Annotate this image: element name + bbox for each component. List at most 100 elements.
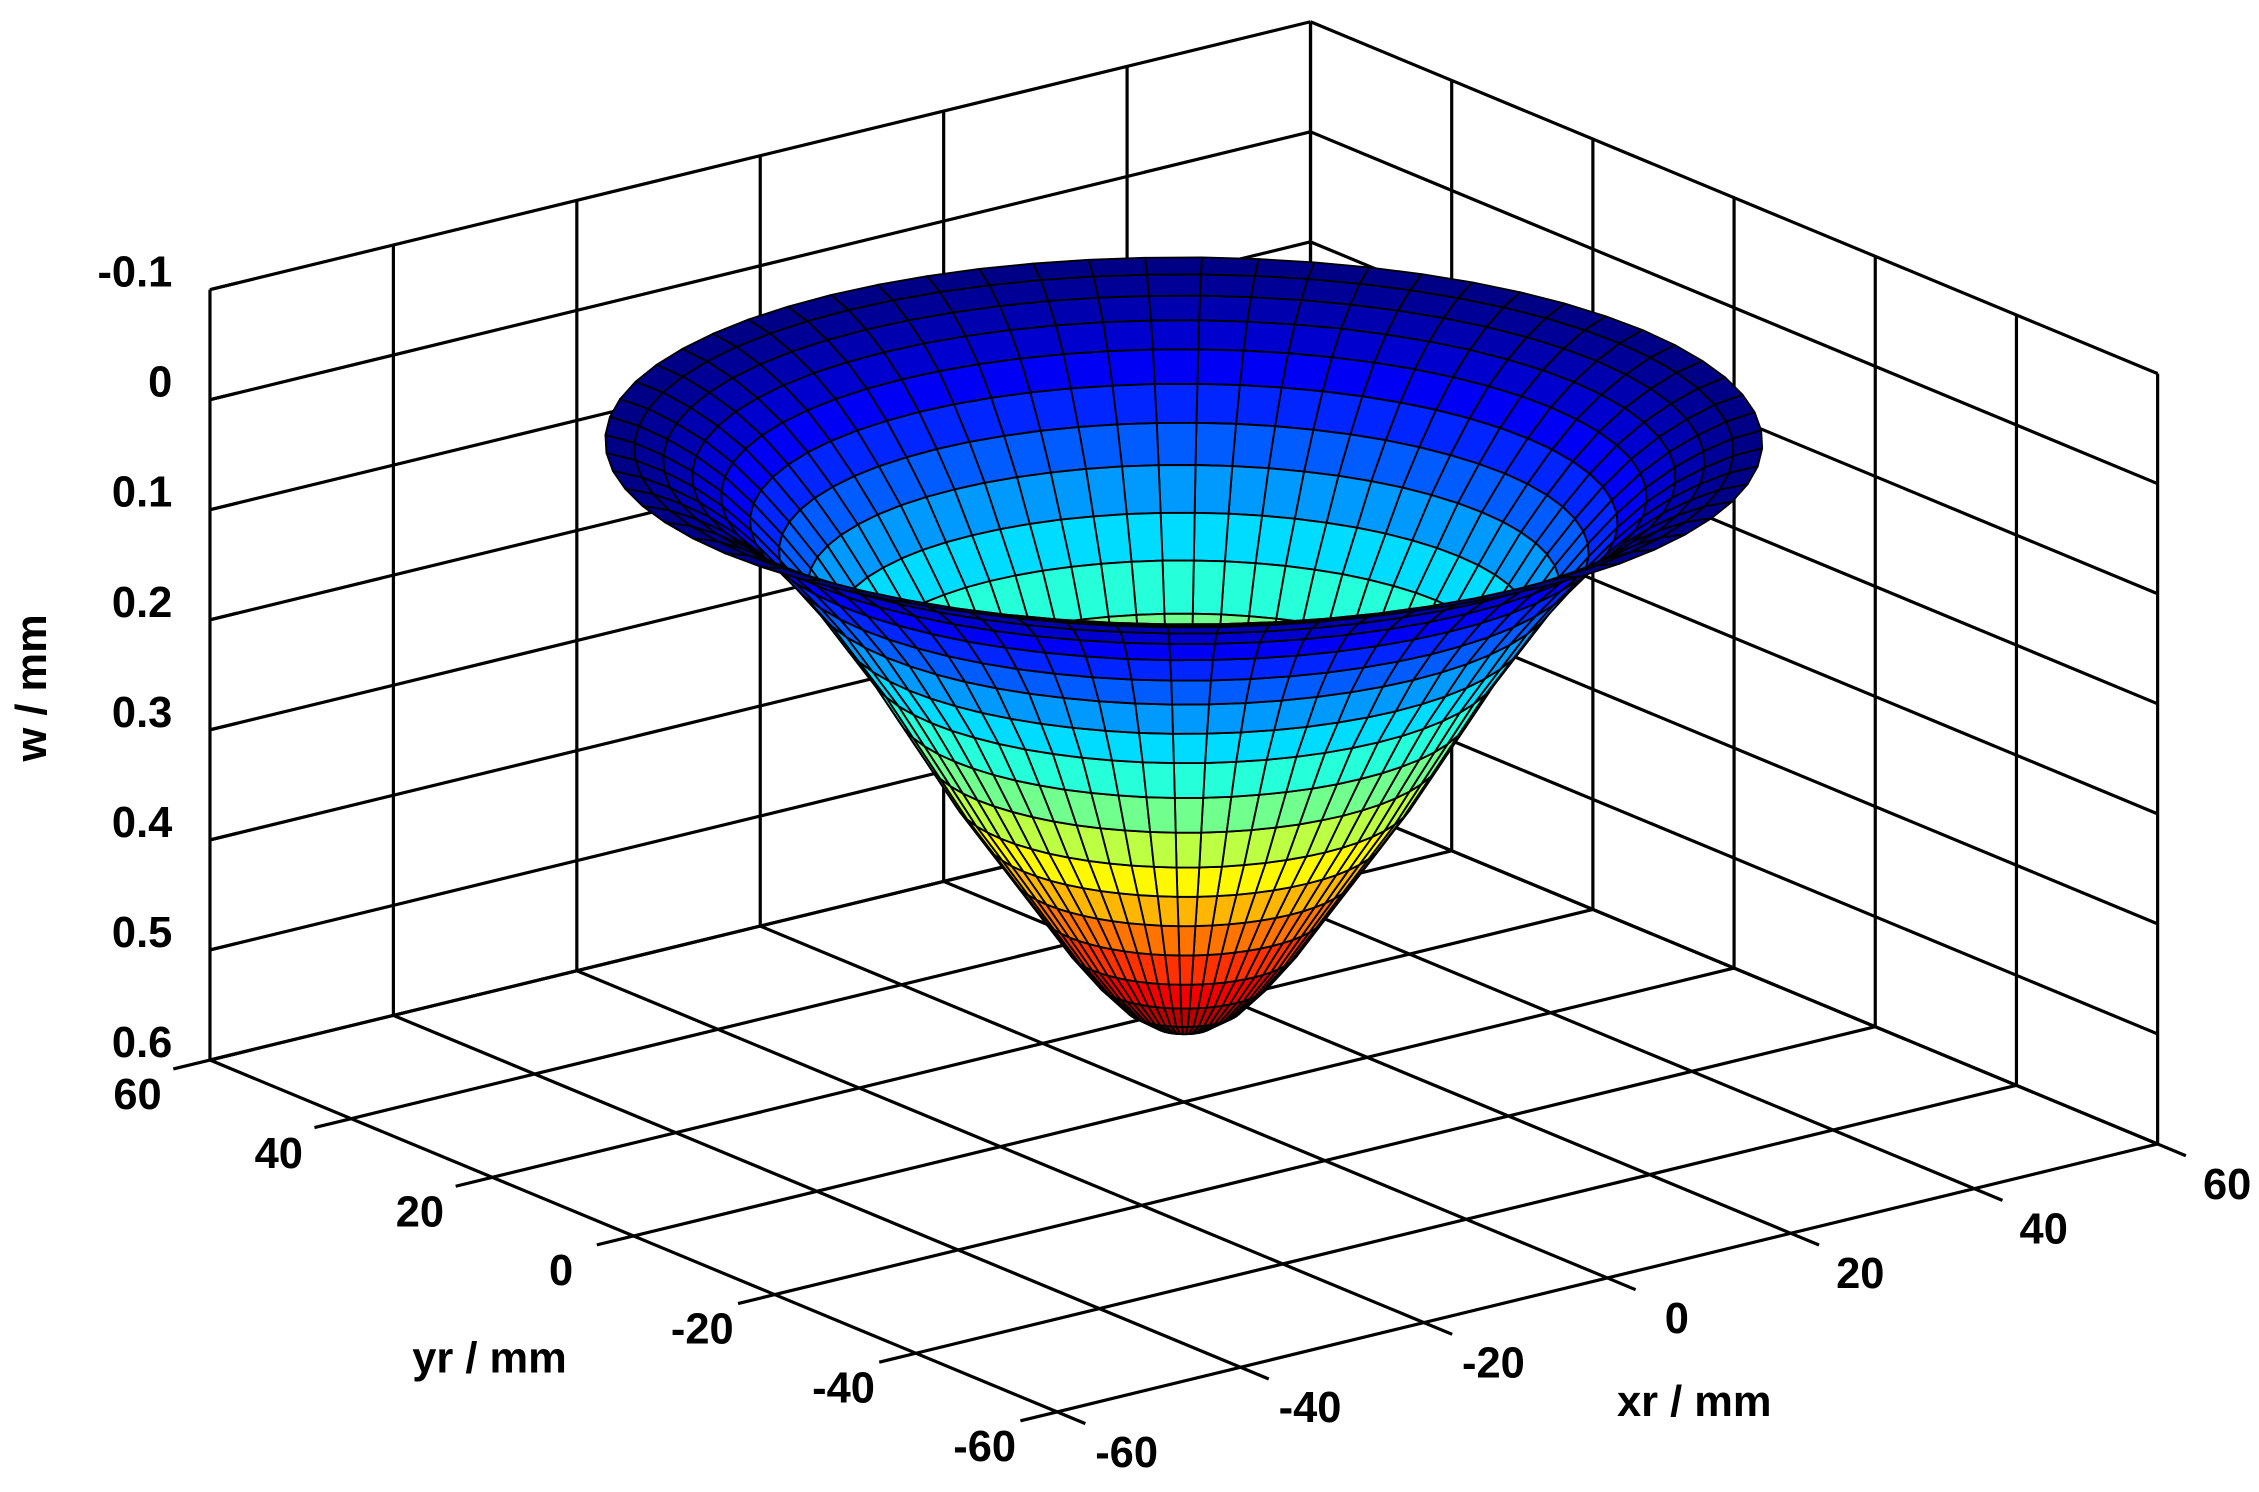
surface-patch: [1194, 895, 1219, 928]
surface-patch: [1204, 731, 1242, 764]
surface-patch: [1155, 421, 1198, 467]
x-tick-label: -60: [1095, 1429, 1158, 1477]
tick-mark: [1239, 1365, 1270, 1381]
surface-patch: [1164, 623, 1224, 627]
x-tick-label: 60: [2203, 1161, 2251, 1209]
tick-mark: [172, 1058, 211, 1071]
surface-patch: [1106, 348, 1156, 387]
surface-patch: [1108, 621, 1168, 627]
z-tick-label: 0: [148, 359, 172, 407]
tick-mark: [596, 1234, 634, 1247]
surface-patch: [1147, 294, 1201, 322]
surface-patch: [1196, 865, 1223, 898]
grid-line: [1309, 790, 2159, 1146]
surface-patch: [1168, 642, 1216, 662]
surface-patch: [1092, 273, 1150, 299]
surface-patch: [1169, 658, 1214, 682]
surface-patch: [1198, 294, 1252, 323]
x-tick-label: 20: [1836, 1250, 1884, 1298]
surface-patch: [1153, 865, 1179, 898]
surface-patch: [1179, 983, 1193, 1010]
surface-patch: [1104, 729, 1144, 764]
grid-line: [491, 907, 1594, 1179]
tick-mark: [209, 1051, 238, 1062]
surface-patch: [1250, 274, 1309, 302]
surface-patch: [1144, 256, 1203, 276]
surface-patch: [1197, 319, 1249, 352]
surface-patch: [1174, 831, 1203, 869]
tick-mark: [2157, 1142, 2187, 1158]
surface-patch: [1084, 655, 1133, 681]
surface-patch: [1125, 511, 1164, 563]
surface-patch: [1153, 382, 1199, 424]
x-tick-label: 0: [1665, 1295, 1689, 1343]
z-tick-label: -0.1: [97, 249, 172, 297]
surface-patch: [1151, 348, 1200, 385]
z-axis-label: w / mm: [8, 614, 56, 762]
tick-mark: [209, 391, 238, 402]
tick-mark: [209, 281, 238, 292]
x-axis-label: xr / mm: [1617, 1378, 1772, 1426]
surface-patch: [1159, 511, 1196, 562]
z-tick-label: 0.4: [112, 799, 172, 847]
surface-patch: [1160, 924, 1181, 957]
surface-patch: [1141, 761, 1176, 799]
z-tick-label: 0.1: [112, 469, 172, 517]
tick-mark: [314, 1117, 352, 1130]
tick-mark: [1973, 1187, 2004, 1202]
surface: [604, 256, 1764, 1036]
surface-patch: [1200, 795, 1233, 834]
tick-mark: [209, 721, 238, 732]
surface-patch: [1161, 559, 1195, 615]
z-tick-label: 0.6: [112, 1019, 172, 1067]
surface-patch: [1149, 831, 1178, 869]
tick-mark: [1606, 1276, 1637, 1292]
grid-line: [1056, 1142, 2159, 1414]
surface-patch: [1062, 350, 1114, 390]
surface-patch: [1170, 679, 1212, 706]
x-tick-label: -40: [1279, 1384, 1342, 1432]
y-tick-label: -40: [812, 1364, 875, 1412]
tick-mark: [1020, 1410, 1058, 1423]
y-tick-label: -20: [671, 1306, 734, 1354]
tick-mark: [209, 611, 238, 622]
surface-patch: [1097, 295, 1152, 324]
surface-patch: [1091, 676, 1137, 705]
y-tick-label: 20: [396, 1188, 444, 1236]
surface-patch: [1116, 422, 1160, 468]
tick-mark: [1056, 1410, 1086, 1426]
surface-patch: [1178, 954, 1195, 986]
surface-patch: [1123, 641, 1172, 662]
surface-patch: [1199, 273, 1256, 299]
surface-patch: [1175, 866, 1201, 898]
tick-mark: [878, 1351, 917, 1364]
surface-patch: [1192, 511, 1230, 563]
surface-patch: [1047, 296, 1104, 327]
surface-patch: [1172, 762, 1207, 799]
surface-patch: [1121, 464, 1162, 516]
y-tick-label: 60: [113, 1071, 161, 1119]
grid-line: [633, 966, 1735, 1238]
surface-patch: [1177, 925, 1197, 957]
y-tick-label: 0: [549, 1247, 573, 1295]
surface-patch: [1087, 256, 1148, 278]
y-axis-label: yr / mm: [412, 1335, 567, 1383]
surface-patch: [1167, 632, 1218, 645]
tick-mark: [737, 1293, 776, 1306]
grid-line: [1309, 130, 2159, 486]
surface-patch: [1246, 296, 1303, 326]
tick-mark: [209, 501, 238, 512]
surface-patch: [1198, 830, 1228, 869]
axes-grid: [172, 20, 2187, 1426]
surface-patch: [1176, 895, 1199, 928]
grid-line: [209, 20, 1311, 292]
surface-patch: [1130, 678, 1174, 706]
surface-patch: [1244, 675, 1291, 705]
tick-mark: [209, 941, 238, 952]
z-tick-label: 0.5: [112, 909, 172, 957]
tick-mark: [1790, 1231, 1820, 1247]
surface-patch: [1126, 658, 1173, 682]
tick-mark: [1423, 1321, 1453, 1336]
z-tick-label: 0.3: [112, 689, 172, 737]
